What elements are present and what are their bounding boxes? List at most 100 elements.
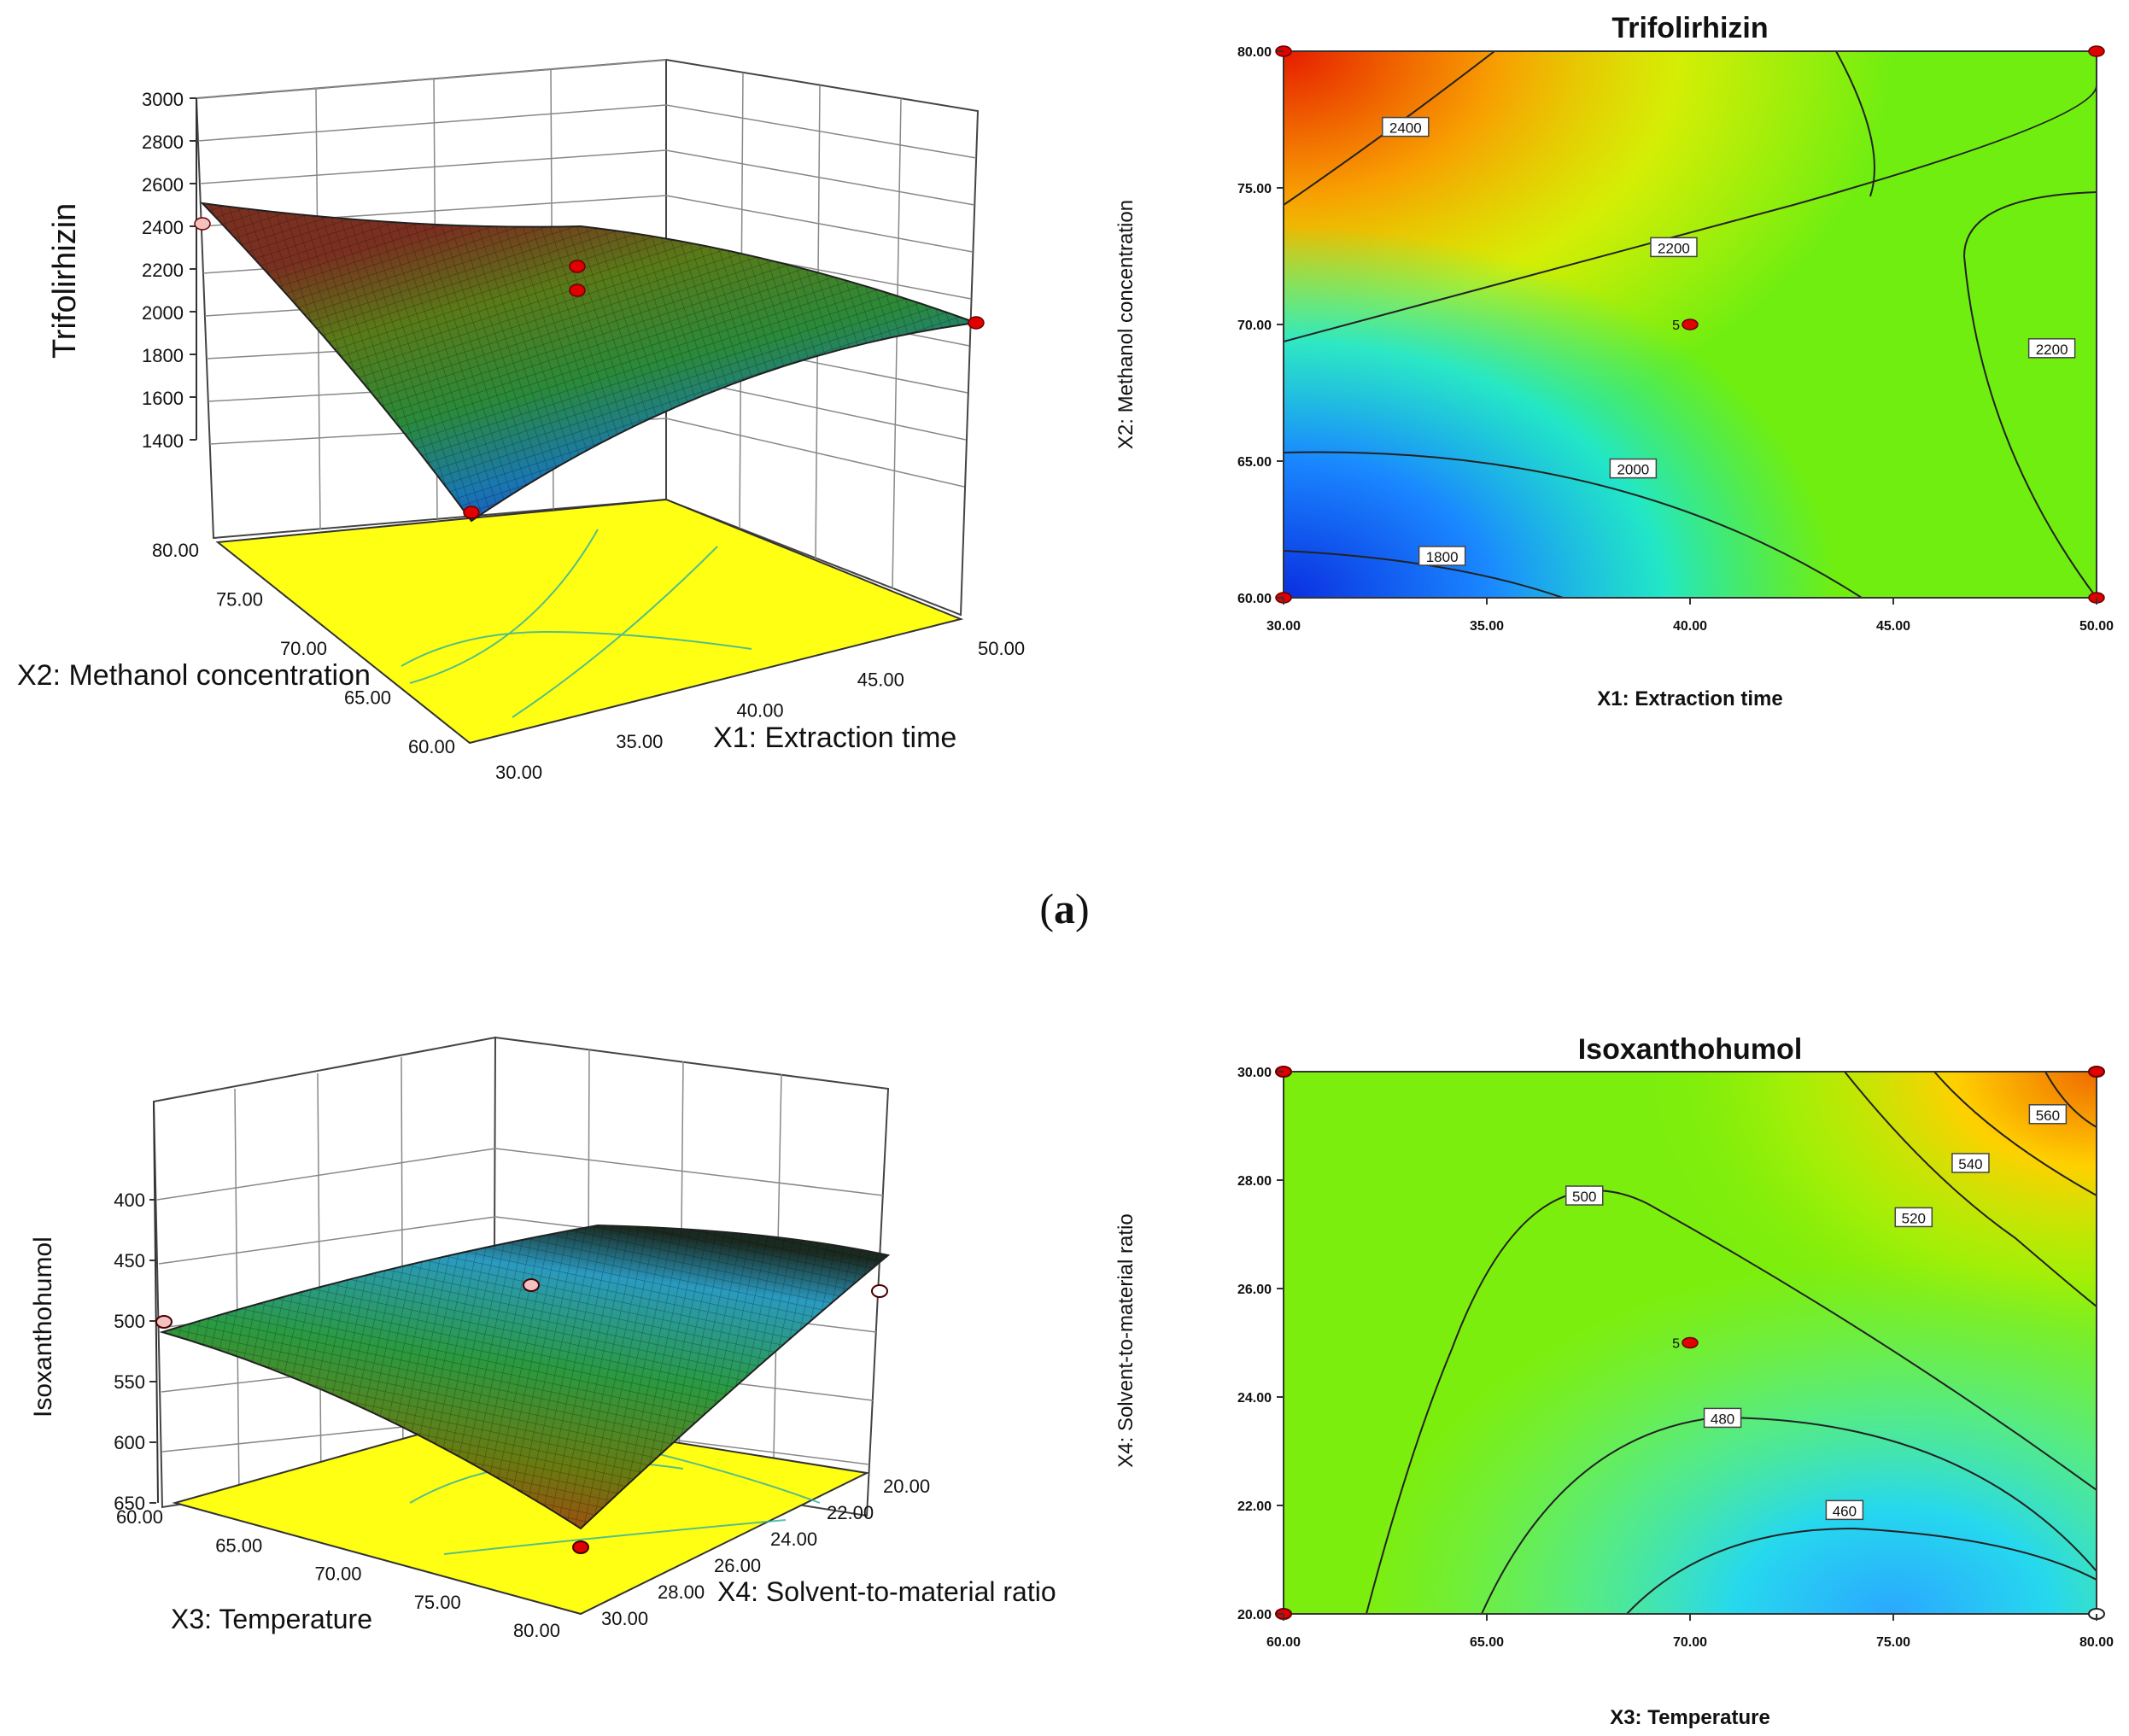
x-tick-label: 65.00 xyxy=(215,1534,262,1556)
center-point xyxy=(1682,319,1699,330)
design-point xyxy=(572,1540,589,1554)
design-point xyxy=(523,1278,540,1292)
surface-a-points xyxy=(194,217,985,519)
surface-b-x-ticks: 60.00 65.00 70.00 75.00 80.00 xyxy=(116,1506,560,1641)
surface-a-y-label: X2: Methanol concentration xyxy=(17,659,371,692)
surface-a-y-ticks: 60.00 65.00 70.00 75.00 80.00 xyxy=(152,540,455,757)
y-tick-label: 65.00 xyxy=(1237,455,1272,470)
y-tick-label: 75.00 xyxy=(216,589,263,611)
contour-label-box xyxy=(1951,1153,1990,1173)
x-tick-label: 75.00 xyxy=(414,1592,461,1613)
contour-label-box xyxy=(1418,546,1466,566)
z-tick-label: 2800 xyxy=(142,132,184,153)
design-point xyxy=(2088,45,2105,57)
y-tick-label: 70.00 xyxy=(280,638,327,659)
surface-a-z-ticks: 1400 1600 1800 2000 2200 2400 2600 2800 3000 xyxy=(142,89,196,452)
z-tick-label: 400 xyxy=(114,1189,145,1211)
y-tick-label: 75.00 xyxy=(1237,182,1272,196)
surface-a-z-label: Trifolirhizin xyxy=(47,203,83,359)
contour-label-box xyxy=(1650,237,1698,258)
z-tick-label: 600 xyxy=(114,1432,145,1453)
surface-a-floor xyxy=(215,498,964,745)
x-tick-label: 65.00 xyxy=(1470,1635,1504,1650)
contour-label: 480 xyxy=(1711,1411,1734,1427)
y-tick-label: 80.00 xyxy=(1237,45,1272,60)
center-point-label: 5 xyxy=(1672,1337,1680,1352)
x-tick-label: 80.00 xyxy=(2079,1635,2114,1650)
x-tick-label: 80.00 xyxy=(513,1620,560,1641)
contour-b-title: Isoxanthohumol xyxy=(1578,1033,1803,1066)
x-tick-label: 30.00 xyxy=(1266,619,1301,634)
center-point xyxy=(1682,1336,1699,1349)
x-tick-label: 40.00 xyxy=(1673,619,1707,634)
contour-b-labels: 560 540 520 500 480 460 xyxy=(1565,1104,2068,1521)
x-tick-label: 60.00 xyxy=(1266,1635,1301,1650)
contour-a-title: Trifolirhizin xyxy=(1611,12,1768,44)
surface-a-x-label: X1: Extraction time xyxy=(713,722,956,754)
z-tick-label: 2400 xyxy=(142,217,184,238)
design-point xyxy=(155,1315,173,1329)
contour-b-y-label: X4: Solvent-to-material ratio xyxy=(1114,1213,1138,1467)
z-tick-label: 2200 xyxy=(142,260,184,281)
z-tick-label: 500 xyxy=(114,1311,145,1332)
contour-label: 520 xyxy=(1902,1210,1926,1226)
contour-label-box xyxy=(1703,1407,1742,1429)
surface-b-y-ticks: 20.00 22.00 24.00 26.00 28.00 30.00 xyxy=(601,1476,930,1629)
y-tick-label: 26.00 xyxy=(714,1555,761,1576)
contour-b-x-label: X3: Temperature xyxy=(1610,1706,1770,1729)
z-tick-label: 550 xyxy=(114,1371,145,1393)
x-tick-label: 45.00 xyxy=(1876,619,1910,634)
surface-plot-a: 1400 1600 1800 2000 2200 2400 2600 2800 3000 30.… xyxy=(17,58,1025,783)
contour-label: 2000 xyxy=(1617,462,1649,478)
design-point xyxy=(463,506,480,519)
z-tick-label: 1600 xyxy=(142,388,184,409)
z-tick-label: 450 xyxy=(114,1250,145,1271)
surface-b-z-label: Isoxanthohumol xyxy=(29,1236,57,1417)
panel-label: a xyxy=(1054,885,1075,932)
y-tick-label: 28.00 xyxy=(658,1581,705,1603)
panel-caption: (a) xyxy=(1039,885,1090,932)
x-tick-label: 70.00 xyxy=(314,1564,361,1585)
contour-a-x-label: X1: Extraction time xyxy=(1597,687,1782,710)
contour-label-box xyxy=(2028,1104,2068,1125)
y-tick-label: 65.00 xyxy=(344,687,391,709)
x-tick-label: 75.00 xyxy=(1876,1635,1910,1650)
x-tick-label: 40.00 xyxy=(737,700,784,722)
contour-label: 560 xyxy=(2036,1108,2060,1124)
design-point xyxy=(871,1284,888,1298)
x-tick-label: 70.00 xyxy=(1673,1635,1707,1650)
y-tick-label: 70.00 xyxy=(1237,319,1272,333)
surface-b-points xyxy=(155,1278,888,1554)
z-tick-label: 1800 xyxy=(142,345,184,366)
design-point xyxy=(569,283,586,297)
design-point xyxy=(968,316,985,330)
surface-b-z-ticks: 400 450 500 550 600 650 xyxy=(114,1189,156,1514)
z-tick-label: 1400 xyxy=(142,430,184,452)
contour-label-box xyxy=(1825,1499,1864,1521)
z-tick-label: 2600 xyxy=(142,174,184,196)
contour-b-points: 5 xyxy=(1275,1066,2105,1620)
y-tick-label: 80.00 xyxy=(152,540,199,561)
contour-label-box xyxy=(1609,458,1658,479)
x-tick-label: 30.00 xyxy=(495,762,542,783)
z-tick-label: 650 xyxy=(114,1493,145,1514)
y-tick-label: 22.00 xyxy=(827,1502,874,1523)
contour-label: 460 xyxy=(1833,1503,1857,1519)
y-tick-label: 60.00 xyxy=(1237,592,1272,606)
x-tick-label: 35.00 xyxy=(616,731,663,752)
x-tick-label: 50.00 xyxy=(978,638,1025,659)
y-tick-label: 28.00 xyxy=(1237,1174,1272,1189)
contour-label-box xyxy=(1894,1207,1933,1228)
contour-label: 540 xyxy=(1958,1156,1982,1172)
contour-a-y-label: X2: Methanol concentration xyxy=(1114,200,1138,449)
contour-b-x-ticks: 60.00 65.00 70.00 75.00 80.00 xyxy=(1266,1614,2114,1650)
contour-plot-a: Trifolirhizin 2400 2200 2200 2000 1800 5 30.… xyxy=(1114,12,2114,710)
surface-a-x-ticks: 30.00 35.00 40.00 45.00 50.00 xyxy=(495,638,1025,783)
z-tick-label: 2000 xyxy=(142,302,184,324)
x-tick-label: 60.00 xyxy=(116,1506,163,1528)
design-point xyxy=(569,260,586,273)
contour-a-x-ticks: 30.00 35.00 40.00 45.00 50.00 xyxy=(1266,598,2114,634)
y-tick-label: 22.00 xyxy=(1237,1499,1272,1514)
y-tick-label: 60.00 xyxy=(408,736,455,757)
x-tick-label: 45.00 xyxy=(857,669,904,690)
